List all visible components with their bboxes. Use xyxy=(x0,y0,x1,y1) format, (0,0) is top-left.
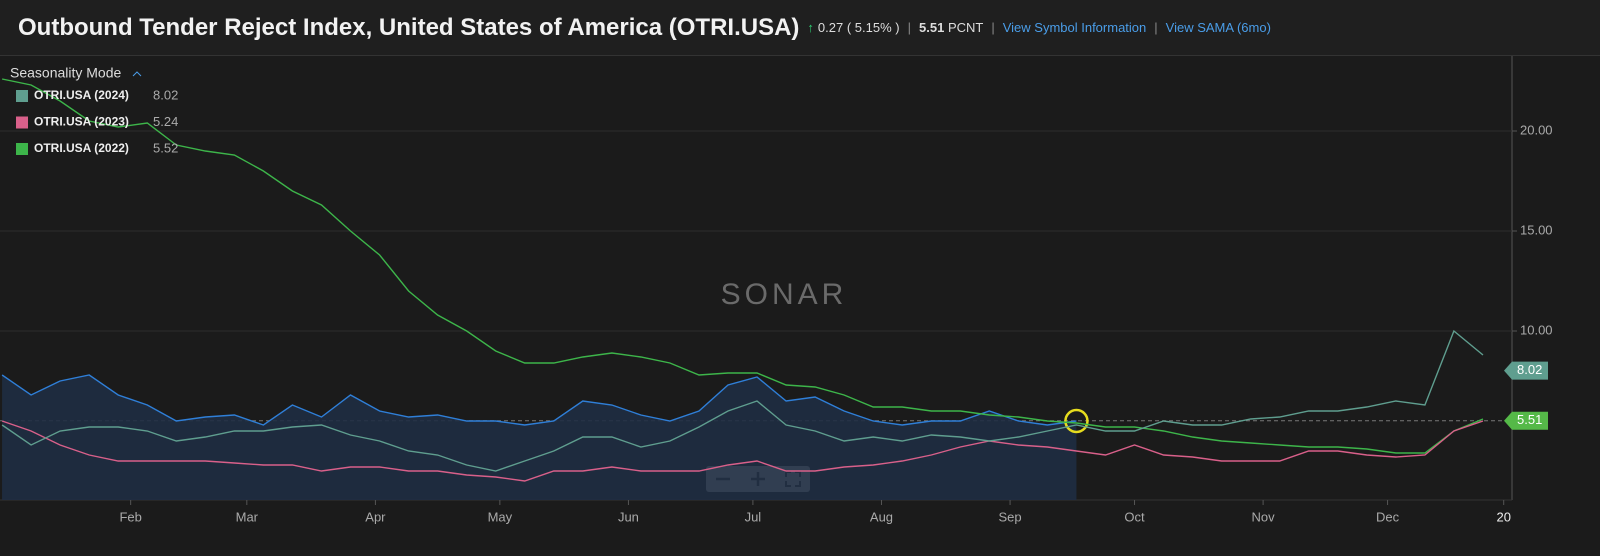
unit: PCNT xyxy=(947,20,984,35)
price-tag-label: 5.51 xyxy=(1517,412,1542,427)
up-arrow: ↑ xyxy=(807,20,814,35)
series-line xyxy=(1,420,1484,482)
x-tick-label: Aug xyxy=(870,509,893,524)
legend-swatch xyxy=(16,143,28,155)
legend-label: OTRI.USA (2023) xyxy=(34,115,129,129)
x-tick-label: Oct xyxy=(1124,509,1145,524)
y-tick-label: 10.00 xyxy=(1520,322,1553,337)
chart: SONAR Seasonality Mode 10.00 15.00 20.00 Fe… xyxy=(0,56,1600,551)
sama-link[interactable]: View SAMA (6mo) xyxy=(1165,20,1271,35)
legend-value: 5.52 xyxy=(153,140,178,155)
x-tick-label: 20 xyxy=(1496,509,1510,524)
area-fill xyxy=(2,375,1077,500)
header: Outbound Tender Reject Index, United Sta… xyxy=(0,0,1600,56)
x-tick-label: Apr xyxy=(365,509,386,524)
price-tag xyxy=(1504,411,1548,430)
legend-swatch xyxy=(16,116,28,129)
x-tick-label: Mar xyxy=(236,509,259,524)
cursor-marker xyxy=(1064,408,1089,434)
series-line xyxy=(1,329,1484,472)
separator: | xyxy=(1154,20,1158,35)
symbol-link[interactable]: View Symbol Information xyxy=(1002,20,1147,35)
y-tick-label: 20.00 xyxy=(1520,122,1553,137)
x-tick-label: Dec xyxy=(1376,509,1400,524)
collapse-icon[interactable] xyxy=(132,71,142,77)
x-tick-label: Feb xyxy=(119,509,141,524)
separator: | xyxy=(907,20,911,35)
x-tick-label: May xyxy=(488,509,513,524)
legend-value: 8.02 xyxy=(153,87,178,102)
change: 0.27 xyxy=(817,20,844,35)
x-tick-label: Jun xyxy=(618,509,639,524)
series-line xyxy=(1,78,1484,454)
change-pct: ( 5.15% ) xyxy=(846,20,900,35)
price-tag xyxy=(1504,361,1548,380)
x-tick-label: Sep xyxy=(999,509,1022,524)
legend-value: 5.24 xyxy=(153,114,178,129)
last-value: 5.51 xyxy=(919,20,945,35)
watermark: SONAR xyxy=(721,278,848,311)
legend-swatch xyxy=(16,90,28,102)
title: Outbound Tender Reject Index, United Sta… xyxy=(18,13,800,41)
separator: | xyxy=(991,20,995,35)
x-tick-label: Nov xyxy=(1252,509,1276,524)
y-tick-label: 15.00 xyxy=(1520,222,1553,237)
series-line xyxy=(1,374,1077,426)
x-tick-label: Jul xyxy=(745,509,762,524)
price-tag-label: 8.02 xyxy=(1517,362,1542,377)
legend-label: OTRI.USA (2024) xyxy=(34,88,129,102)
legend-label: OTRI.USA (2022) xyxy=(34,141,129,155)
legend-title: Seasonality Mode xyxy=(10,65,122,81)
